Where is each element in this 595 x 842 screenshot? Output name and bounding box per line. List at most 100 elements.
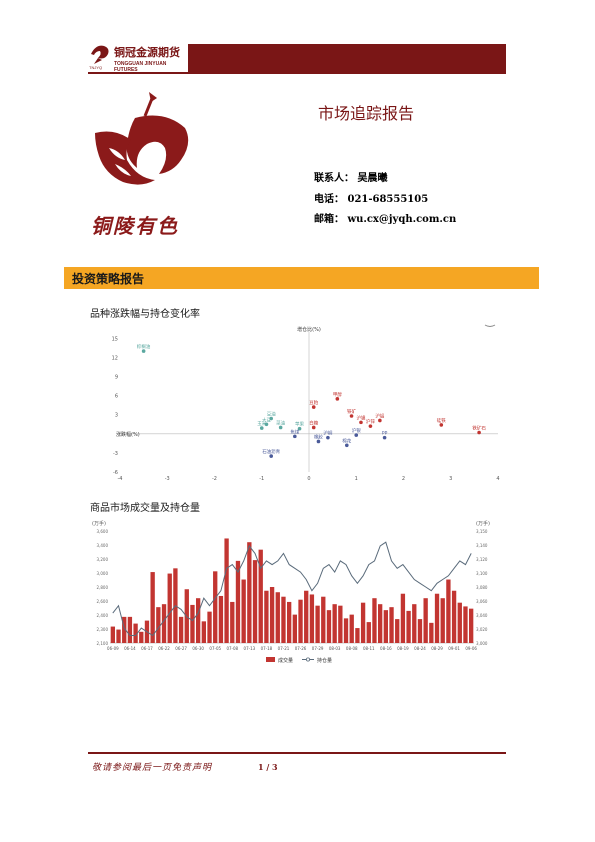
point-label: 大豆: [262, 416, 271, 423]
x-tick-label: -4: [118, 476, 123, 482]
right-tick-label: 3,100: [476, 571, 488, 576]
scatter-point: [269, 416, 273, 421]
volume-bar: [349, 614, 354, 643]
right-tick-label: 3,080: [476, 585, 488, 590]
volume-bar: [366, 622, 371, 643]
left-axis-unit: (万手): [92, 520, 106, 527]
point-label: 豆粕: [309, 399, 318, 406]
volume-bar: [343, 618, 349, 643]
emblem-seal-text: 铜陵有色: [91, 214, 179, 238]
left-tick-label: 2,600: [97, 599, 109, 604]
point-label: 铁矿石: [472, 425, 486, 432]
horse-emblem-icon: [95, 92, 189, 185]
left-tick-label: 2,100: [97, 641, 109, 646]
volume-bar: [139, 631, 144, 643]
scatter-point: [345, 443, 349, 448]
scatter-point: [311, 425, 316, 430]
scatter-point: [368, 424, 373, 428]
volume-bar: [468, 608, 474, 643]
contact-phone: 电话： 021-68555105: [314, 194, 429, 205]
section-title: 投资策略报告: [72, 272, 145, 286]
volume-bar: [440, 598, 445, 643]
contact-email: 邮箱： wu.cx@jyqh.com.cn: [314, 214, 457, 225]
volume-bar: [406, 610, 411, 643]
x-tick-label: 08-11: [363, 646, 375, 651]
point-label: 沪铜: [323, 430, 332, 437]
volume-bar: [247, 542, 252, 643]
volume-bar: [116, 629, 121, 643]
volume-bar: [372, 598, 377, 643]
x-tick-label: 06-27: [175, 646, 187, 651]
y-tick-label: 15: [112, 336, 118, 342]
point-label: 沪镍: [356, 414, 365, 421]
scatter-point: [439, 423, 444, 427]
point-label: 橡胶: [314, 433, 323, 440]
point-label: 沪锌: [366, 418, 375, 425]
scatter-point: [297, 426, 302, 431]
volume-bar: [110, 626, 116, 643]
volume-bar: [195, 598, 201, 643]
footer-rule: [88, 752, 506, 754]
x-tick-label: 07-13: [244, 646, 256, 651]
x-tick-label: 09-01: [448, 646, 460, 651]
scatter-point: [311, 405, 316, 409]
x-tick-label: 08-19: [397, 646, 409, 651]
right-tick-label: 3,150: [476, 529, 488, 534]
section-bar: [64, 267, 539, 289]
x-tick-label: 09-06: [465, 646, 477, 651]
volume-bar: [269, 587, 275, 643]
contact-name: 联系人： 吴晨曦: [314, 173, 388, 184]
left-tick-label: 3,200: [97, 557, 109, 562]
header-rule: [88, 72, 506, 74]
page-number: 1 / 3: [258, 762, 278, 772]
volume-bar: [463, 606, 468, 643]
report-title: 市场追踪报告: [318, 104, 415, 123]
volume-bar: [230, 601, 235, 643]
scatter-chart-title: 品种涨跌幅与持仓变化率: [90, 309, 200, 320]
volume-bar: [235, 560, 241, 643]
legend-oi-label: 持仓量: [317, 657, 332, 664]
x-tick-label: 2: [402, 476, 405, 482]
report-date: 2022-09-09: [419, 99, 496, 113]
volume-bar: [127, 616, 133, 643]
point-label: 焦煤: [290, 428, 299, 435]
x-tick-label: 07-21: [278, 646, 290, 651]
x-tick-label: 08-24: [414, 646, 426, 651]
open-interest-line: [112, 541, 472, 637]
volume-bar: [309, 594, 315, 643]
scatter-point: [477, 430, 481, 435]
legend-volume-swatch: [266, 657, 275, 662]
scatter-point: [269, 454, 273, 458]
right-tick-label: 3,120: [476, 557, 488, 562]
y-tick-label: 12: [112, 355, 118, 361]
x-tick-label: 4: [496, 476, 499, 482]
volume-bar: [304, 590, 309, 643]
header-bar: 2022-09-09: [188, 44, 506, 113]
volume-bar: [326, 610, 332, 643]
scatter-point: [293, 434, 297, 439]
volume-bar: [417, 619, 423, 643]
point-label: 铁矿: [347, 408, 356, 415]
legend-oi-marker: [305, 657, 310, 662]
x-tick-label: -2: [212, 476, 217, 482]
left-tick-label: 2,400: [97, 613, 109, 618]
volume-bar: [446, 579, 451, 643]
scatter-point: [264, 422, 269, 427]
volume-bar: [122, 616, 127, 643]
right-tick-label: 3,040: [476, 613, 488, 618]
header-logo: 铜冠金源期货 TONGGUAN JINYUAN FUTURES TNJYQ: [88, 40, 188, 73]
x-tick-label: -3: [165, 476, 170, 482]
volume-bar: [332, 604, 337, 643]
x-tick-label: 07-29: [312, 646, 324, 651]
x-tick-label: 06-09: [107, 646, 119, 651]
x-tick-label: 06-30: [192, 646, 204, 651]
x-tick-label: 0: [307, 476, 310, 482]
point-label: 沪银: [352, 427, 361, 434]
legend-volume-label: 成交量: [278, 657, 293, 664]
scatter-point: [335, 397, 340, 401]
volume-bar: [383, 610, 389, 643]
point-label: 硅铁: [437, 417, 446, 424]
x-tick-label: 08-16: [380, 646, 392, 651]
right-tick-label: 3,020: [476, 627, 488, 632]
